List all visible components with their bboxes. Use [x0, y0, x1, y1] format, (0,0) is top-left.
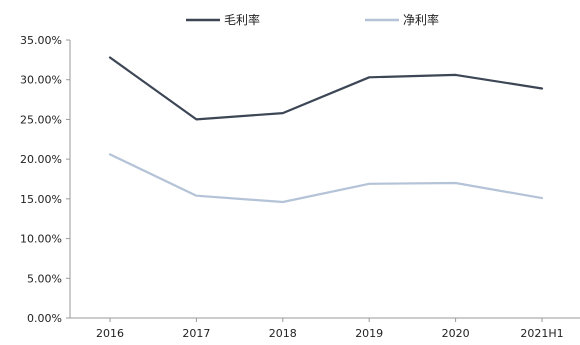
x-tick-label: 2021H1 [520, 327, 563, 340]
y-tick-label: 0.00% [27, 312, 62, 325]
x-tick-label: 2020 [442, 327, 470, 340]
legend-item-net-margin: 净利率 [365, 12, 439, 27]
x-tick-label: 2016 [96, 327, 124, 340]
x-tick-label: 2017 [182, 327, 210, 340]
series-line-gross-margin [108, 56, 544, 121]
y-axis: 0.00% 5.00% 10.00% 15.00% 20.00% 25.00% 30.00%… [20, 34, 71, 325]
plot-series [108, 56, 544, 204]
x-axis: 2016 2017 2018 2019 2020 2021H1 [70, 317, 580, 340]
legend-label-gross-margin: 毛利率 [224, 12, 260, 27]
y-tick-label: 5.00% [27, 272, 62, 285]
y-tick-label: 15.00% [20, 193, 62, 206]
x-tick-label: 2019 [355, 327, 383, 340]
legend-label-net-margin: 净利率 [403, 12, 439, 27]
y-tick-label: 25.00% [20, 113, 62, 126]
series-line-net-margin [108, 153, 544, 204]
x-tick-label: 2018 [269, 327, 297, 340]
y-tick-label: 35.00% [20, 34, 62, 47]
y-tick-label: 20.00% [20, 153, 62, 166]
legend: 毛利率 净利率 [186, 12, 439, 27]
y-tick-label: 10.00% [20, 233, 62, 246]
y-tick-label: 30.00% [20, 74, 62, 87]
legend-item-gross-margin: 毛利率 [186, 12, 260, 27]
